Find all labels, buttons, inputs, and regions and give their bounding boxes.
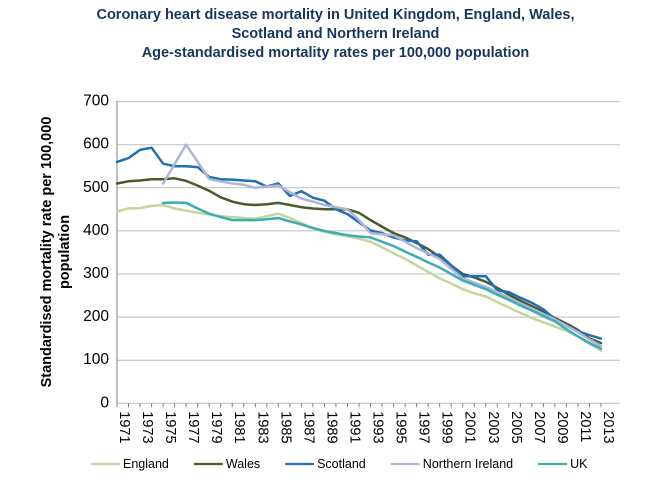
svg-text:0: 0 (100, 394, 109, 411)
svg-text:2007: 2007 (531, 411, 547, 443)
svg-text:2013: 2013 (600, 411, 616, 443)
svg-text:1997: 1997 (416, 411, 432, 443)
svg-text:200: 200 (83, 308, 109, 325)
svg-text:1987: 1987 (300, 411, 316, 443)
svg-text:400: 400 (83, 222, 109, 239)
svg-text:1975: 1975 (162, 411, 178, 443)
svg-text:1979: 1979 (208, 411, 224, 443)
svg-text:Wales: Wales (226, 457, 260, 471)
svg-text:UK: UK (570, 457, 588, 471)
svg-text:England: England (123, 457, 169, 471)
svg-text:1981: 1981 (231, 411, 247, 443)
svg-text:700: 700 (83, 93, 109, 110)
svg-text:2003: 2003 (485, 411, 501, 443)
svg-text:1971: 1971 (116, 411, 132, 443)
svg-text:1999: 1999 (439, 411, 455, 443)
svg-text:1977: 1977 (185, 411, 201, 443)
svg-text:1991: 1991 (346, 411, 362, 443)
svg-text:1973: 1973 (139, 411, 155, 443)
svg-text:Scotland: Scotland (317, 457, 366, 471)
svg-text:300: 300 (83, 265, 109, 282)
svg-text:600: 600 (83, 136, 109, 153)
svg-text:2009: 2009 (554, 411, 570, 443)
svg-text:500: 500 (83, 179, 109, 196)
svg-text:Northern Ireland: Northern Ireland (423, 457, 513, 471)
svg-text:1993: 1993 (370, 411, 386, 443)
svg-text:1983: 1983 (254, 411, 270, 443)
svg-text:2005: 2005 (508, 411, 524, 443)
svg-text:2001: 2001 (462, 411, 478, 443)
svg-text:1985: 1985 (277, 411, 293, 443)
svg-text:1995: 1995 (393, 411, 409, 443)
svg-text:2011: 2011 (577, 411, 593, 442)
svg-text:100: 100 (83, 351, 109, 368)
svg-text:1989: 1989 (323, 411, 339, 443)
